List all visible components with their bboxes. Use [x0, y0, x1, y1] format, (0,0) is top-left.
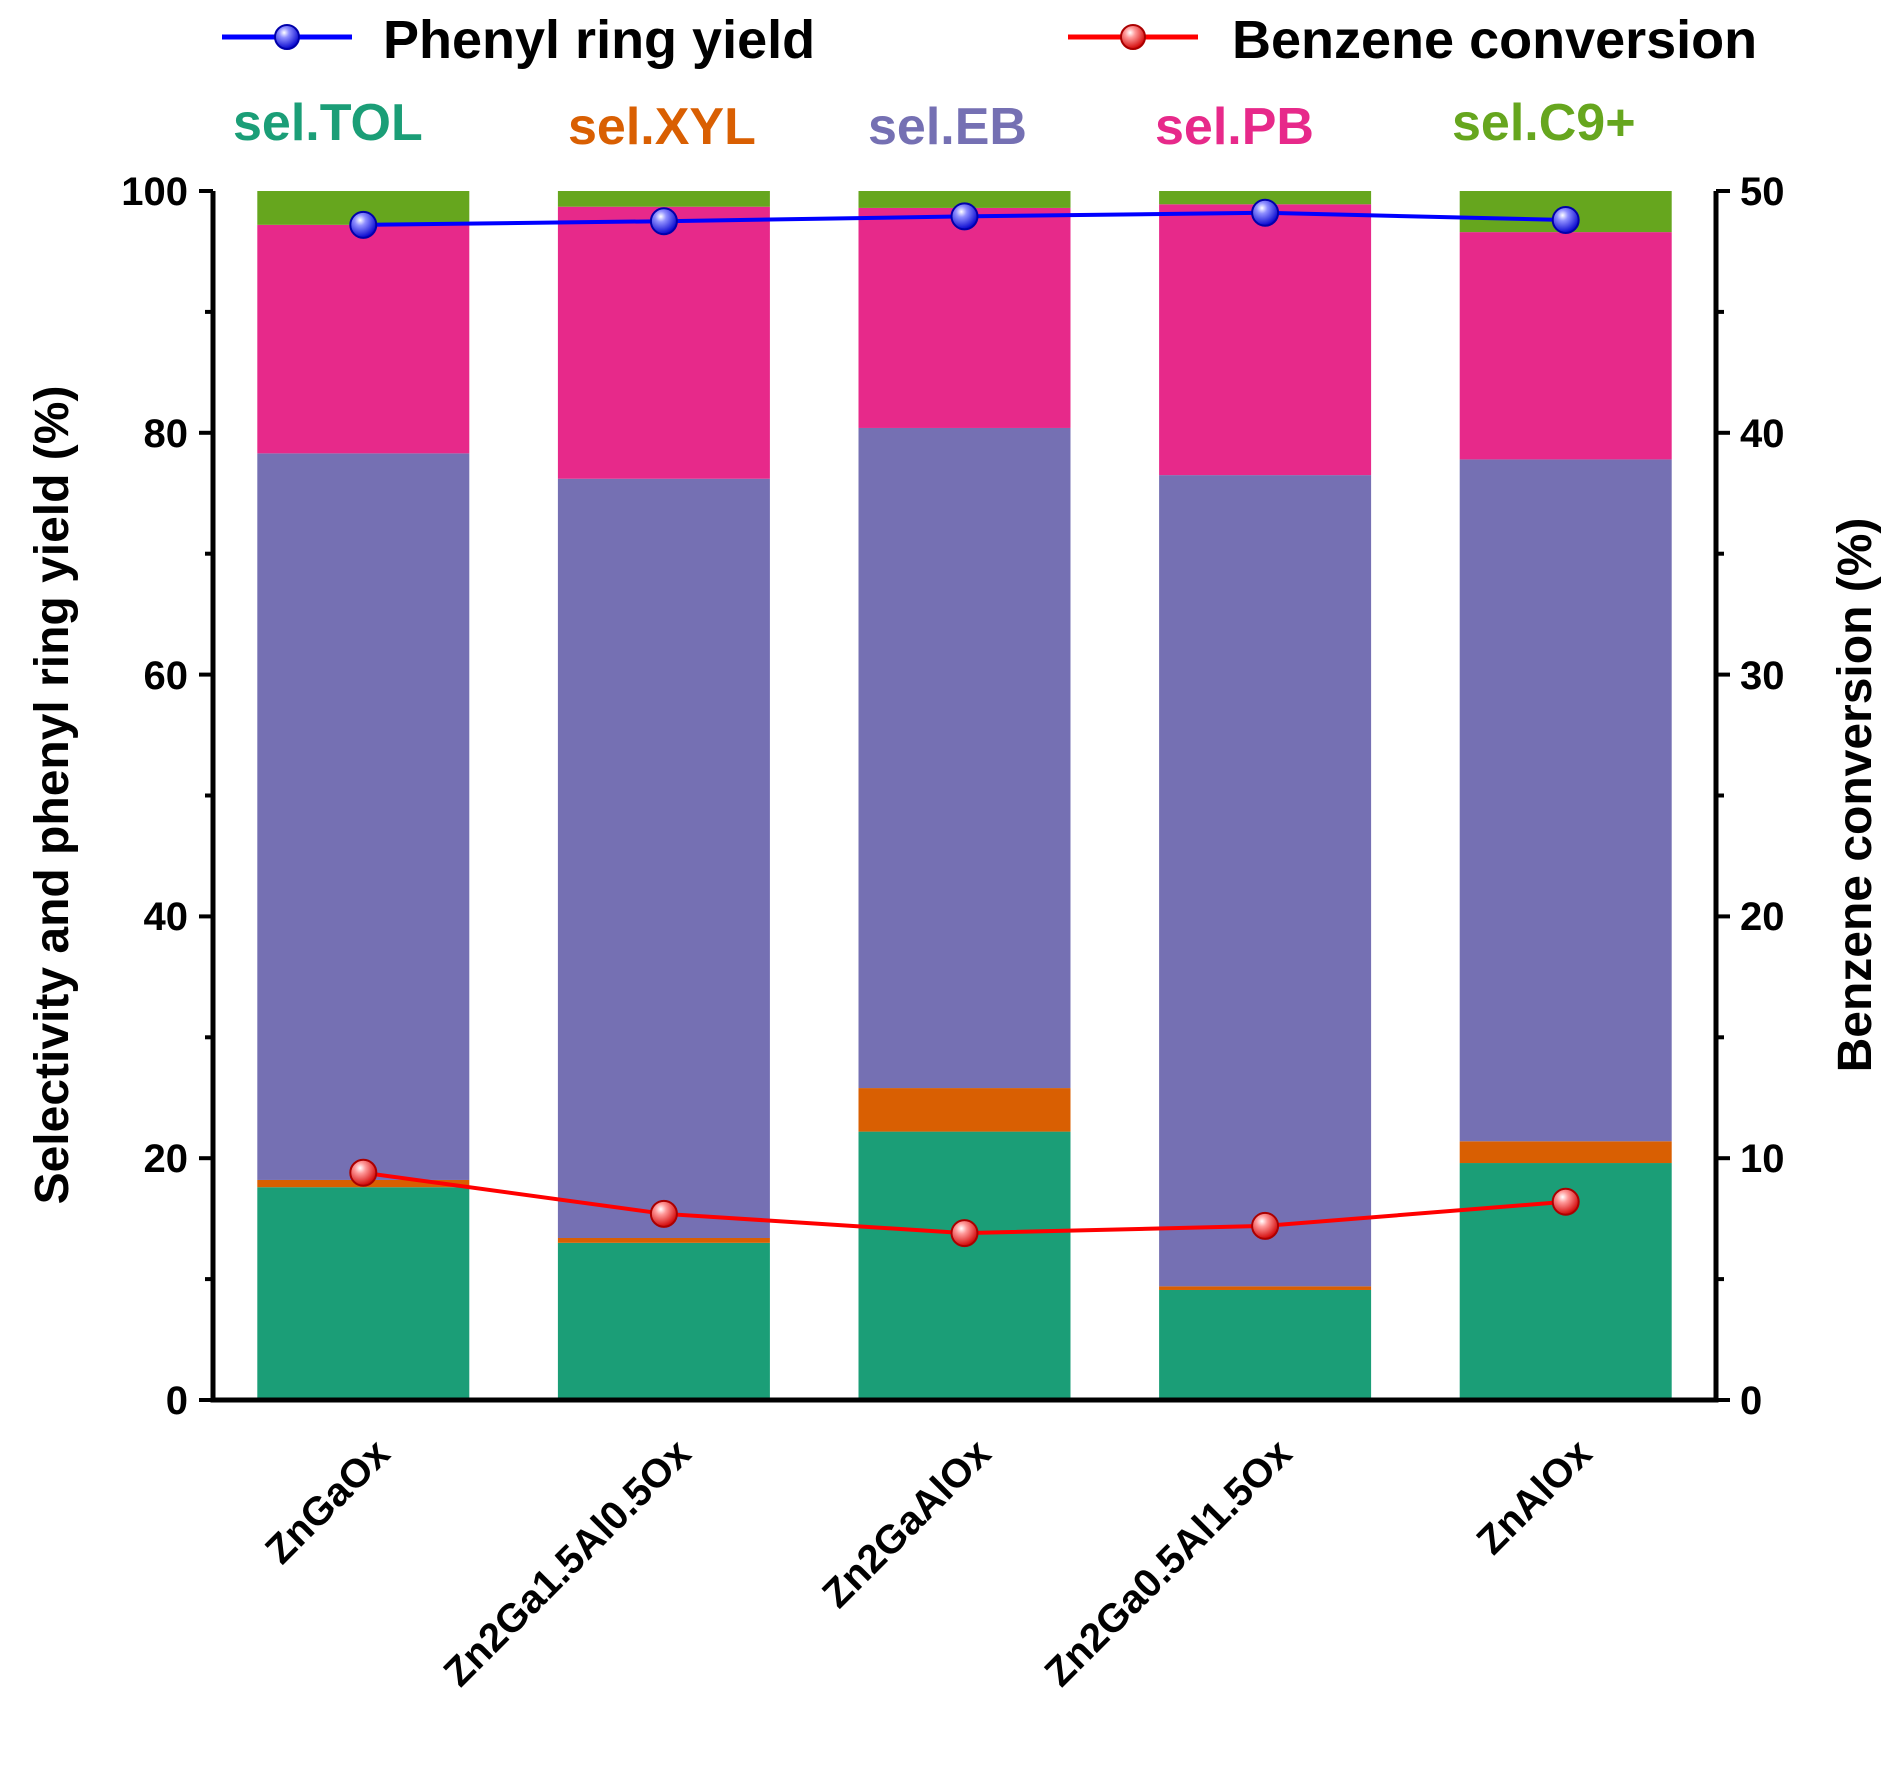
- phenyl-ring-yield-point: [1251, 198, 1280, 227]
- legend-sel-tol: sel.TOL: [233, 94, 423, 152]
- y2tick-label: 30: [1740, 654, 1785, 698]
- xtick-label: Zn2Ga0.5Al1.5Ox: [1037, 1431, 1301, 1695]
- legend-bars: sel.TOL sel.XYL sel.EB sel.PB sel.C9+: [233, 94, 1636, 156]
- xtick-label: ZnAlOx: [1469, 1431, 1601, 1563]
- bar-segment-sel-eb: [1459, 459, 1672, 1142]
- phenyl-ring-yield-point: [950, 202, 979, 231]
- bar-segment-sel-eb: [257, 453, 470, 1180]
- bar-segment-sel-c9: [557, 191, 770, 207]
- legend-sel-xyl: sel.XYL: [568, 98, 756, 156]
- bar-segment-sel-tol: [557, 1242, 770, 1400]
- benzene-conversion-point: [349, 1158, 378, 1187]
- legend-marker: [1120, 24, 1146, 50]
- bar-segment-sel-eb: [557, 478, 770, 1238]
- right-axis-ticklabels: 0 10 20 30 40 50: [1740, 170, 1785, 1423]
- y2-axis-title: Benzene conversion (%): [1829, 518, 1882, 1073]
- benzene-conversion-point: [950, 1219, 979, 1248]
- bar-segment-sel-eb: [858, 427, 1071, 1089]
- bar-segment-sel-c9: [858, 191, 1071, 208]
- legend-sel-c9: sel.C9+: [1452, 94, 1636, 152]
- bar-segment-sel-xyl: [1159, 1286, 1372, 1290]
- legend-phenyl-ring-yield: Phenyl ring yield: [222, 10, 815, 70]
- legend-label: Benzene conversion: [1232, 10, 1757, 70]
- phenyl-ring-yield-point: [649, 207, 678, 236]
- benzene-conversion-point: [649, 1199, 678, 1228]
- legend-label: Phenyl ring yield: [383, 10, 815, 70]
- bar-segment-sel-tol: [1159, 1289, 1372, 1400]
- bar-segment-sel-eb: [1159, 475, 1372, 1287]
- benzene-conversion-point: [1551, 1187, 1580, 1216]
- x-axis-ticklabels: ZnGaOx Zn2Ga1.5Al0.5Ox Zn2GaAlOx Zn2Ga0.…: [257, 1431, 1600, 1695]
- stacked-bars: [257, 191, 1672, 1400]
- bar-segment-sel-tol: [858, 1131, 1071, 1400]
- y2tick-label: 0: [1740, 1379, 1762, 1423]
- y2tick-label: 40: [1740, 412, 1785, 456]
- phenyl-ring-yield-point: [349, 210, 378, 239]
- y2tick-label: 20: [1740, 895, 1785, 939]
- legend-marker: [274, 24, 300, 50]
- ytick-label: 20: [144, 1137, 189, 1181]
- bar-segment-sel-pb: [557, 206, 770, 479]
- line-series: [349, 198, 1580, 1248]
- xtick-label: ZnGaOx: [257, 1431, 398, 1572]
- phenyl-ring-yield-point: [1551, 206, 1580, 235]
- bar-segment-sel-pb: [1459, 232, 1672, 460]
- bar-segment-sel-xyl: [557, 1237, 770, 1243]
- ytick-label: 100: [121, 170, 188, 214]
- ytick-label: 80: [144, 412, 189, 456]
- bar-segment-sel-xyl: [858, 1088, 1071, 1132]
- y2tick-label: 10: [1740, 1137, 1785, 1181]
- axis-ticks: [199, 189, 1730, 1402]
- ytick-label: 40: [144, 895, 189, 939]
- legend-sel-eb: sel.EB: [868, 98, 1027, 156]
- y-axis-title: Selectivity and phenyl ring yield (%): [26, 386, 79, 1205]
- xtick-label: Zn2Ga1.5Al0.5Ox: [436, 1431, 700, 1695]
- bar-segment-sel-tol: [257, 1187, 470, 1400]
- ytick-label: 60: [144, 654, 189, 698]
- bar-segment-sel-pb: [858, 207, 1071, 428]
- bar-segment-sel-pb: [1159, 204, 1372, 476]
- legend-benzene-conversion: Benzene conversion: [1068, 10, 1757, 70]
- ytick-label: 0: [166, 1379, 188, 1423]
- benzene-conversion-point: [1251, 1211, 1280, 1240]
- legend-sel-pb: sel.PB: [1155, 98, 1314, 156]
- bar-segment-sel-c9: [1159, 191, 1372, 205]
- xtick-label: Zn2GaAlOx: [814, 1431, 999, 1616]
- bar-segment-sel-pb: [257, 224, 470, 454]
- bar-segment-sel-xyl: [1459, 1141, 1672, 1164]
- left-axis-ticklabels: 0 20 40 60 80 100: [121, 170, 188, 1423]
- y2tick-label: 50: [1740, 170, 1785, 214]
